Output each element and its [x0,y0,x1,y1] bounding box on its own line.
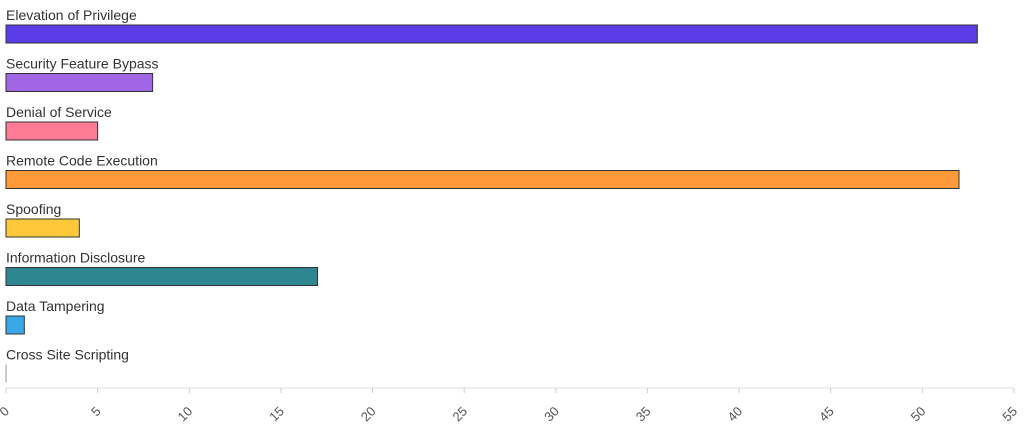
x-tick-label: 30 [541,404,562,425]
x-tick-label: 0 [0,404,12,420]
x-tick-label: 45 [816,404,837,425]
x-tick-label: 5 [88,404,104,420]
category-label: Spoofing [6,201,61,217]
category-label: Security Feature Bypass [6,56,159,72]
x-tick-label: 20 [358,404,379,425]
x-tick-label: 50 [908,404,929,425]
category-label: Remote Code Execution [6,153,158,169]
bar [5,218,80,238]
bar [5,170,960,189]
bar [5,267,319,286]
x-tick-label: 55 [999,404,1020,425]
x-tick-label: 35 [633,404,654,425]
category-label: Denial of Service [6,104,112,120]
x-tick-label: 15 [266,404,287,425]
bar [5,315,25,335]
x-tick-label: 25 [449,404,470,425]
category-label: Data Tampering [6,298,105,314]
x-tick-label: 40 [724,404,745,425]
bar [5,24,978,44]
category-label: Elevation of Privilege [6,7,137,23]
bar [5,73,154,92]
bar [5,121,99,141]
category-label: Cross Site Scripting [6,347,129,363]
category-label: Information Disclosure [6,250,145,266]
x-tick-label: 10 [175,404,196,425]
